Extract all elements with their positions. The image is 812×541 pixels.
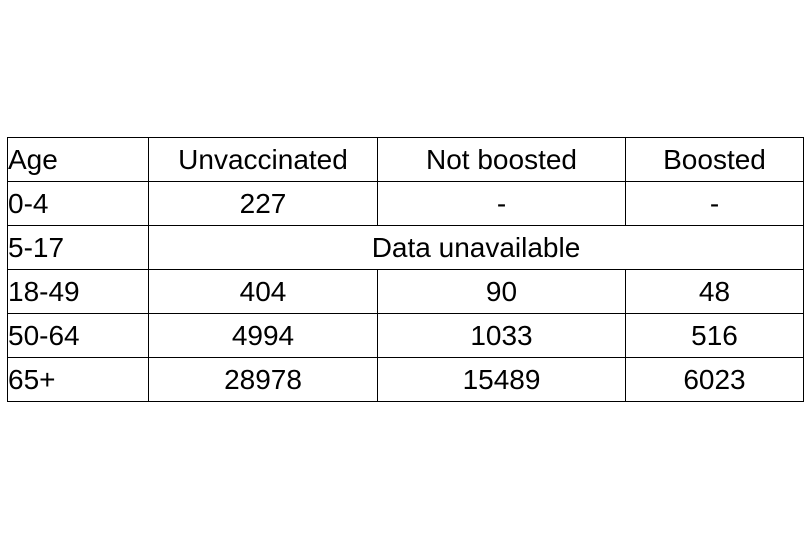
age-cell: 5-17 (7, 225, 149, 270)
not-boosted-cell: - (377, 181, 626, 226)
age-cell: 50-64 (7, 313, 149, 358)
header-not-boosted: Not boosted (377, 137, 626, 182)
unvaccinated-cell: 4994 (148, 313, 378, 358)
boosted-cell: 6023 (625, 357, 804, 402)
boosted-cell: 516 (625, 313, 804, 358)
unvaccinated-cell: 227 (148, 181, 378, 226)
table-row: 50-64 4994 1033 516 (7, 313, 804, 358)
table-row: 65+ 28978 15489 6023 (7, 357, 804, 402)
age-cell: 0-4 (7, 181, 149, 226)
boosted-cell: 48 (625, 269, 804, 314)
age-cell: 18-49 (7, 269, 149, 314)
data-table: Age Unvaccinated Not boosted Boosted 0-4… (7, 137, 804, 402)
unvaccinated-cell: 28978 (148, 357, 378, 402)
not-boosted-cell: 15489 (377, 357, 626, 402)
table-row: 5-17 Data unavailable (7, 225, 804, 270)
table-row: 0-4 227 - - (7, 181, 804, 226)
header-age: Age (7, 137, 149, 182)
not-boosted-cell: 1033 (377, 313, 626, 358)
data-unavailable-cell: Data unavailable (148, 225, 804, 270)
table-header-row: Age Unvaccinated Not boosted Boosted (7, 137, 804, 182)
header-boosted: Boosted (625, 137, 804, 182)
not-boosted-cell: 90 (377, 269, 626, 314)
header-unvaccinated: Unvaccinated (148, 137, 378, 182)
unvaccinated-cell: 404 (148, 269, 378, 314)
age-cell: 65+ (7, 357, 149, 402)
boosted-cell: - (625, 181, 804, 226)
table-row: 18-49 404 90 48 (7, 269, 804, 314)
